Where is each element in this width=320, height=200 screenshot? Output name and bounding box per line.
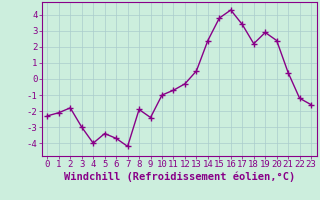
X-axis label: Windchill (Refroidissement éolien,°C): Windchill (Refroidissement éolien,°C) xyxy=(64,172,295,182)
